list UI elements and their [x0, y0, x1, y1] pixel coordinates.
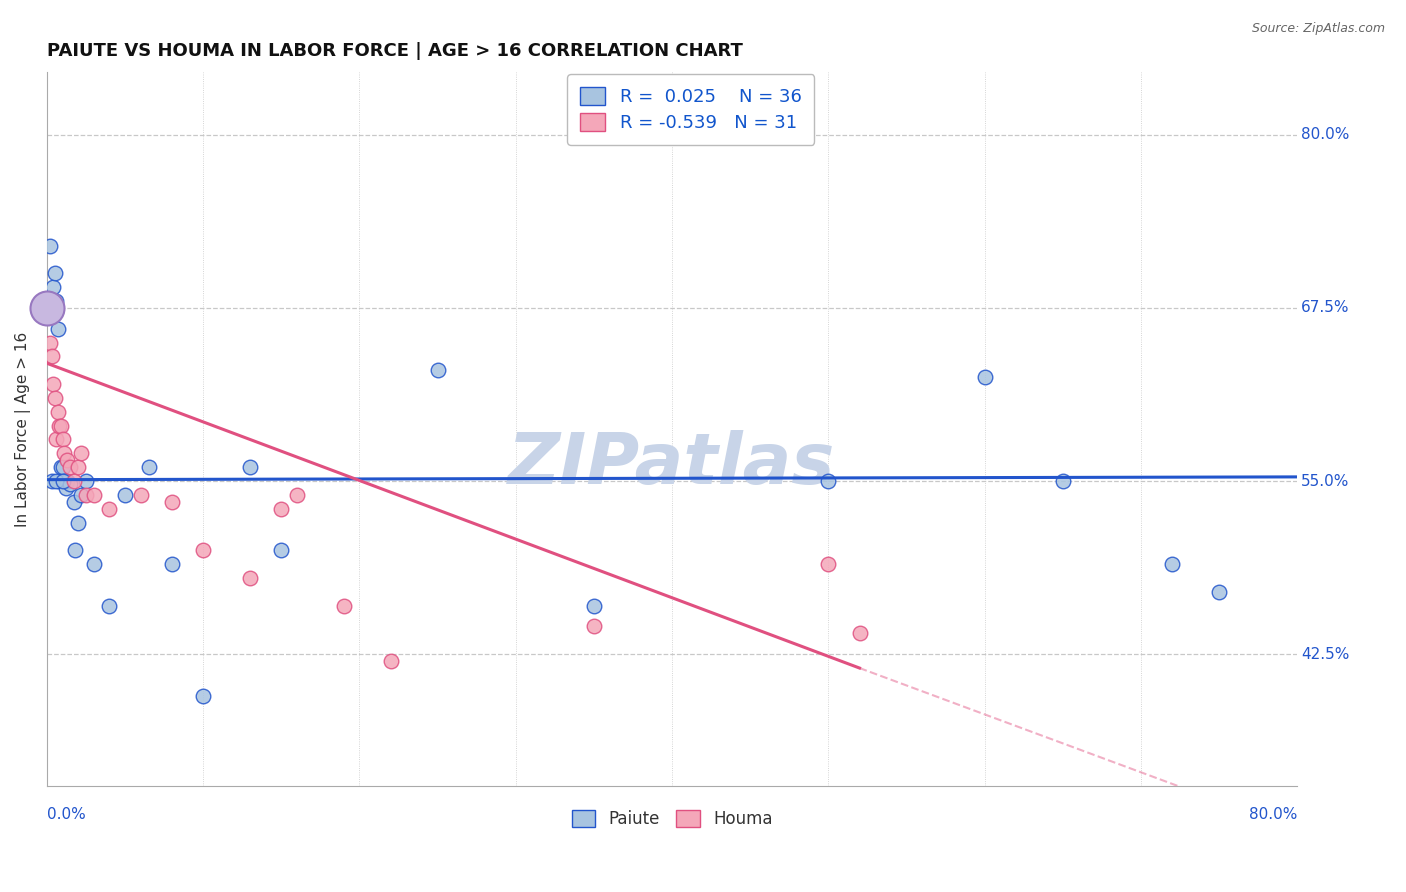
Point: [83, 488, 105, 502]
Point: [53, 446, 76, 460]
Point: [75, 474, 97, 488]
Text: 67.5%: 67.5%: [1301, 301, 1350, 316]
Text: Source: ZipAtlas.com: Source: ZipAtlas.com: [1251, 22, 1385, 36]
Text: 80.0%: 80.0%: [1249, 807, 1298, 822]
Point: [98, 501, 121, 516]
Point: [333, 599, 356, 613]
Point: [62, 495, 84, 509]
Point: [138, 460, 160, 475]
Point: [1208, 585, 1230, 599]
Point: [41, 474, 63, 488]
Text: 55.0%: 55.0%: [1301, 474, 1350, 489]
Point: [41, 293, 63, 308]
Point: [114, 488, 136, 502]
Point: [270, 501, 292, 516]
Point: [193, 689, 215, 703]
Point: [67, 516, 90, 530]
Point: [160, 557, 183, 571]
Point: [193, 543, 215, 558]
Point: [129, 488, 152, 502]
Text: PAIUTE VS HOUMA IN LABOR FORCE | AGE > 16 CORRELATION CHART: PAIUTE VS HOUMA IN LABOR FORCE | AGE > 1…: [46, 42, 742, 60]
Text: 80.0%: 80.0%: [1301, 128, 1350, 142]
Point: [52, 460, 75, 475]
Point: [67, 460, 90, 475]
Point: [41, 350, 63, 364]
Point: [270, 543, 292, 558]
Point: [48, 474, 70, 488]
Point: [59, 476, 82, 491]
Point: [98, 599, 121, 613]
Point: [56, 474, 79, 488]
Point: [239, 460, 262, 475]
Point: [1161, 557, 1184, 571]
Point: [52, 474, 75, 488]
Point: [62, 474, 84, 488]
Point: [70, 488, 93, 502]
Point: [46, 405, 69, 419]
Point: [38, 293, 60, 308]
Point: [44, 391, 66, 405]
Point: [39, 335, 62, 350]
Point: [285, 488, 308, 502]
Point: [44, 266, 66, 280]
Point: [49, 460, 72, 475]
Point: [973, 370, 995, 384]
Point: [55, 481, 77, 495]
Point: [45, 293, 67, 308]
Text: ZIPatlas: ZIPatlas: [509, 430, 835, 500]
Point: [426, 363, 449, 377]
Point: [42, 377, 65, 392]
Point: [160, 495, 183, 509]
Text: 0.0%: 0.0%: [46, 807, 86, 822]
Point: [52, 433, 75, 447]
Point: [848, 626, 870, 640]
Legend: Paiute, Houma: Paiute, Houma: [565, 803, 779, 835]
Point: [817, 474, 839, 488]
Point: [582, 599, 605, 613]
Point: [48, 418, 70, 433]
Point: [45, 433, 67, 447]
Point: [35, 301, 58, 315]
Point: [1052, 474, 1074, 488]
Point: [380, 654, 402, 668]
Point: [42, 280, 65, 294]
Text: 42.5%: 42.5%: [1301, 647, 1350, 662]
Point: [56, 453, 79, 467]
Point: [45, 474, 67, 488]
Point: [39, 238, 62, 252]
Y-axis label: In Labor Force | Age > 16: In Labor Force | Age > 16: [15, 332, 31, 527]
Point: [53, 474, 76, 488]
Point: [59, 460, 82, 475]
Point: [239, 571, 262, 585]
Point: [63, 543, 86, 558]
Point: [83, 557, 105, 571]
Point: [70, 446, 93, 460]
Point: [75, 488, 97, 502]
Point: [582, 619, 605, 633]
Point: [49, 418, 72, 433]
Point: [46, 321, 69, 335]
Point: [817, 557, 839, 571]
